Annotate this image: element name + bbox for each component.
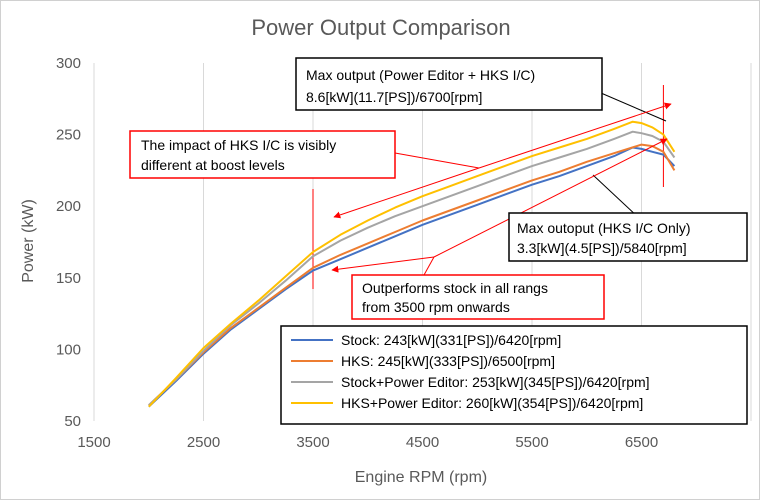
x-tick-labels: 1500 2500 3500 4500 5500 6500 <box>77 434 658 451</box>
series-lines <box>148 120 676 408</box>
y-tick-label: 200 <box>56 198 81 215</box>
annotation-ic-impact-line1: The impact of HKS I/C is visibly <box>141 137 336 153</box>
annotation-max-output-line2: 8.6[kW](11.7[PS])/6700[rpm] <box>306 89 482 105</box>
annotation-ic-impact-line2: different at boost levels <box>141 157 285 173</box>
x-axis-label: Engine RPM (rpm) <box>355 469 487 486</box>
outperforms-arrow-right <box>433 138 668 258</box>
annotation-outperforms-line2: from 3500 rpm onwards <box>362 299 510 315</box>
ic-impact-arrow-left <box>333 167 480 219</box>
ic-impact-arrow-right <box>478 102 672 169</box>
series-line-stock-power-editor <box>148 130 676 406</box>
annotation-max-ic-only-line1: Max outoput (HKS I/C Only) <box>517 220 691 236</box>
x-tick-label: 2500 <box>187 434 220 451</box>
x-tick-label: 1500 <box>77 434 110 451</box>
legend-label: Stock: 243[kW](331[PS])/6420[rpm] <box>341 332 561 348</box>
annotation-max-output: Max output (Power Editor + HKS I/C) 8.6[… <box>295 57 603 111</box>
annotation-max-ic-only-line2: 3.3[kW](4.5[PS])/5840[rpm] <box>517 240 687 256</box>
legend-box <box>280 325 748 425</box>
outperforms-arrow-left <box>331 256 435 273</box>
series-line-hks <box>148 143 676 406</box>
ic-only-connector <box>592 174 639 218</box>
ic-impact-leader <box>394 152 480 169</box>
legend: Stock: 243[kW](331[PS])/6420[rpm] HKS: 24… <box>280 325 748 425</box>
legend-label: Stock+Power Editor: 253[kW](345[PS])/642… <box>341 374 650 390</box>
x-tick-label: 3500 <box>296 434 329 451</box>
series-line-hks-power-editor <box>148 120 676 408</box>
y-tick-label: 50 <box>64 413 81 430</box>
x-tick-label: 5500 <box>515 434 548 451</box>
outperforms-leader <box>423 256 435 276</box>
annotation-max-output-line1: Max output (Power Editor + HKS I/C) <box>306 67 535 83</box>
y-axis-label: Power (kW) <box>20 199 37 283</box>
y-tick-label: 150 <box>56 270 81 287</box>
annotation-outperforms-line1: Outperforms stock in all rangs <box>362 280 548 296</box>
x-tick-label: 4500 <box>406 434 439 451</box>
x-tick-label: 6500 <box>625 434 658 451</box>
annotation-max-ic-only: Max outoput (HKS I/C Only) 3.3[kW](4.5[P… <box>508 212 748 262</box>
chart-title: Power Output Comparison <box>251 15 510 40</box>
legend-label: HKS: 245[kW](333[PS])/6500[rpm] <box>341 353 555 369</box>
y-tick-label: 250 <box>56 127 81 144</box>
y-tick-label: 100 <box>56 341 81 358</box>
annotation-ic-impact: The impact of HKS I/C is visibly differe… <box>129 130 396 179</box>
annotation-outperforms: Outperforms stock in all rangs from 3500… <box>351 274 605 320</box>
series-line-stock <box>148 146 676 408</box>
legend-label: HKS+Power Editor: 260[kW](354[PS])/6420[… <box>341 395 643 411</box>
y-tick-label: 300 <box>56 55 81 72</box>
y-tick-labels: 50 100 150 200 250 300 <box>56 55 81 430</box>
